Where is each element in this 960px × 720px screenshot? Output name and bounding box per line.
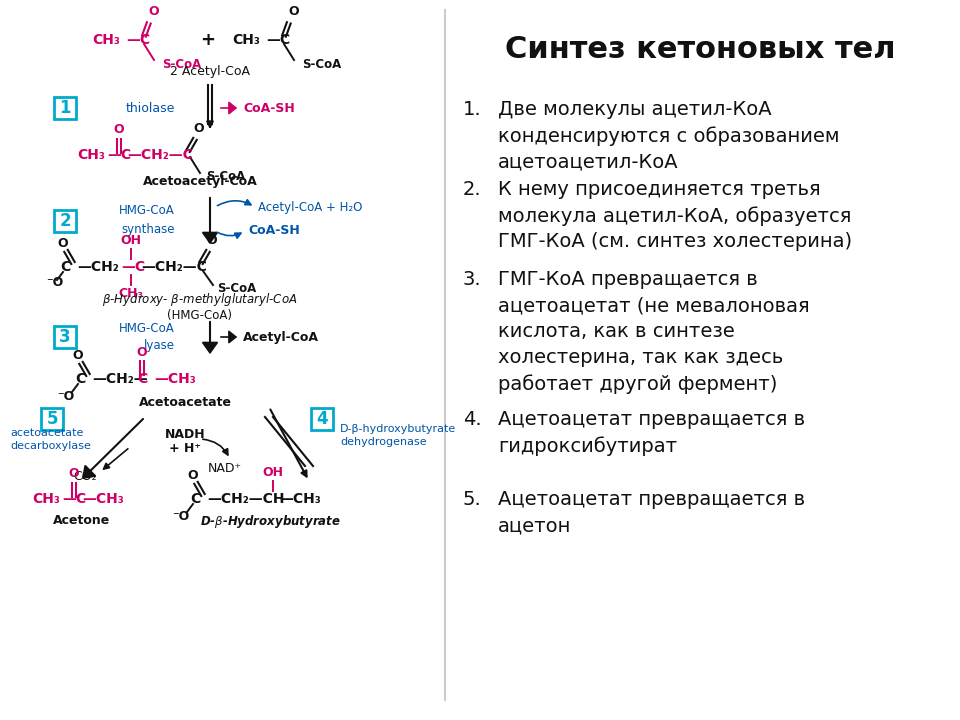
Text: 3.: 3. — [463, 270, 482, 289]
Text: acetoacetate: acetoacetate — [10, 428, 84, 438]
FancyBboxPatch shape — [311, 408, 333, 430]
Text: CH₃: CH₃ — [118, 287, 143, 300]
Text: HMG-CoA: HMG-CoA — [119, 323, 175, 336]
Text: —C: —C — [62, 492, 86, 506]
Text: —CH₂—C: —CH₂—C — [141, 260, 206, 274]
Text: CH₃: CH₃ — [77, 148, 105, 162]
Text: synthase: synthase — [122, 222, 175, 235]
Text: кислота, как в синтезе: кислота, как в синтезе — [498, 322, 734, 341]
Text: ГМГ-КоА превращается в: ГМГ-КоА превращается в — [498, 270, 757, 289]
Text: CO₂: CO₂ — [73, 470, 97, 484]
Text: OH: OH — [121, 234, 141, 247]
Text: O: O — [289, 5, 300, 18]
Text: ⁻O: ⁻O — [58, 390, 75, 403]
Text: Acetyl-CoA: Acetyl-CoA — [243, 330, 319, 343]
Text: —C: —C — [266, 33, 290, 47]
Text: 4.: 4. — [463, 410, 482, 429]
Text: 2 Acetyl-CoA: 2 Acetyl-CoA — [170, 66, 250, 78]
Text: thiolase: thiolase — [126, 102, 175, 114]
Text: Acetyl-CoA + H₂O: Acetyl-CoA + H₂O — [258, 200, 362, 214]
Text: Acetoacetate: Acetoacetate — [138, 397, 231, 410]
Text: O: O — [188, 469, 199, 482]
Text: CH₃: CH₃ — [232, 33, 260, 47]
Text: —CH₃: —CH₃ — [154, 372, 196, 386]
Text: —CH₂—C: —CH₂—C — [127, 148, 193, 162]
Text: 3: 3 — [60, 328, 71, 346]
Text: HMG-CoA: HMG-CoA — [119, 204, 175, 217]
Text: Acetoacetyl-CoA: Acetoacetyl-CoA — [143, 174, 257, 187]
Text: —C: —C — [126, 33, 150, 47]
FancyBboxPatch shape — [54, 210, 76, 232]
Text: конденсируются с образованием: конденсируются с образованием — [498, 126, 839, 145]
Text: —CH₂—: —CH₂— — [92, 372, 148, 386]
Text: O: O — [69, 467, 80, 480]
Text: 5.: 5. — [463, 490, 482, 509]
Text: D-$\beta$-Hydroxybutyrate: D-$\beta$-Hydroxybutyrate — [200, 513, 341, 529]
Text: O: O — [113, 123, 124, 136]
Text: C: C — [190, 492, 200, 506]
Text: 4: 4 — [316, 410, 327, 428]
Text: O: O — [206, 234, 217, 247]
Text: 1.: 1. — [463, 100, 482, 119]
Text: decarboxylase: decarboxylase — [10, 441, 91, 451]
Text: —C: —C — [107, 148, 132, 162]
Text: ⁻O: ⁻O — [173, 510, 190, 523]
FancyBboxPatch shape — [54, 326, 76, 348]
Text: CoA-SH: CoA-SH — [243, 102, 295, 114]
Text: NAD⁺: NAD⁺ — [208, 462, 242, 475]
Text: C: C — [60, 260, 70, 274]
Text: К нему присоединяется третья: К нему присоединяется третья — [498, 180, 821, 199]
Text: ацетон: ацетон — [498, 516, 571, 535]
Text: —CH₃: —CH₃ — [279, 492, 321, 506]
Text: CH₃: CH₃ — [32, 492, 60, 506]
Text: O: O — [194, 122, 204, 135]
Text: ГМГ-КоА (см. синтез холестерина): ГМГ-КоА (см. синтез холестерина) — [498, 232, 852, 251]
Text: lyase: lyase — [144, 338, 175, 351]
Text: OH: OH — [262, 466, 283, 479]
Text: NADH: NADH — [165, 428, 205, 441]
Text: + H⁺: + H⁺ — [169, 443, 201, 456]
Text: 2.: 2. — [463, 180, 482, 199]
Text: CoA-SH: CoA-SH — [248, 225, 300, 238]
Text: O: O — [136, 346, 147, 359]
Text: Ацетоацетат превращается в: Ацетоацетат превращается в — [498, 490, 805, 509]
Text: C: C — [75, 372, 85, 386]
Text: Синтез кетоновых тел: Синтез кетоновых тел — [505, 35, 896, 65]
Text: ацетоацетат (не мевалоновая: ацетоацетат (не мевалоновая — [498, 296, 809, 315]
Text: Acetone: Acetone — [54, 515, 110, 528]
Text: S-CoA: S-CoA — [162, 58, 202, 71]
Text: S-CoA: S-CoA — [217, 282, 256, 295]
Text: dehydrogenase: dehydrogenase — [340, 437, 426, 447]
Text: $\beta$-Hydroxy- $\beta$-methylglutaryl-CoA: $\beta$-Hydroxy- $\beta$-methylglutaryl-… — [103, 290, 298, 307]
Text: ⁻O: ⁻O — [46, 276, 63, 289]
Text: гидроксибутират: гидроксибутират — [498, 436, 677, 456]
Text: C: C — [137, 372, 147, 386]
Text: —CH₂: —CH₂ — [77, 260, 119, 274]
Text: Две молекулы ацетил-КоА: Две молекулы ацетил-КоА — [498, 100, 772, 119]
Text: молекула ацетил-КоА, образуется: молекула ацетил-КоА, образуется — [498, 206, 852, 225]
Text: O: O — [149, 5, 159, 18]
Text: S-CoA: S-CoA — [206, 171, 245, 184]
FancyBboxPatch shape — [54, 97, 76, 119]
Text: 2: 2 — [60, 212, 71, 230]
Text: D-β-hydroxybutyrate: D-β-hydroxybutyrate — [340, 424, 456, 434]
Text: Ацетоацетат превращается в: Ацетоацетат превращается в — [498, 410, 805, 429]
Text: O: O — [73, 349, 84, 362]
Text: O: O — [58, 237, 68, 250]
Text: —C: —C — [121, 260, 145, 274]
Text: холестерина, так как здесь: холестерина, так как здесь — [498, 348, 783, 367]
Text: S-CoA: S-CoA — [302, 58, 341, 71]
Text: CH₃: CH₃ — [92, 33, 120, 47]
Text: 1: 1 — [60, 99, 71, 117]
Text: 5: 5 — [46, 410, 58, 428]
Text: ацетоацетил-КоА: ацетоацетил-КоА — [498, 152, 679, 171]
Text: +: + — [201, 31, 215, 49]
FancyBboxPatch shape — [41, 408, 63, 430]
Text: (HMG-CoA): (HMG-CoA) — [167, 308, 232, 322]
Text: —CH₂—CH: —CH₂—CH — [207, 492, 284, 506]
Text: работает другой фермент): работает другой фермент) — [498, 374, 778, 394]
Text: —CH₃: —CH₃ — [82, 492, 124, 506]
